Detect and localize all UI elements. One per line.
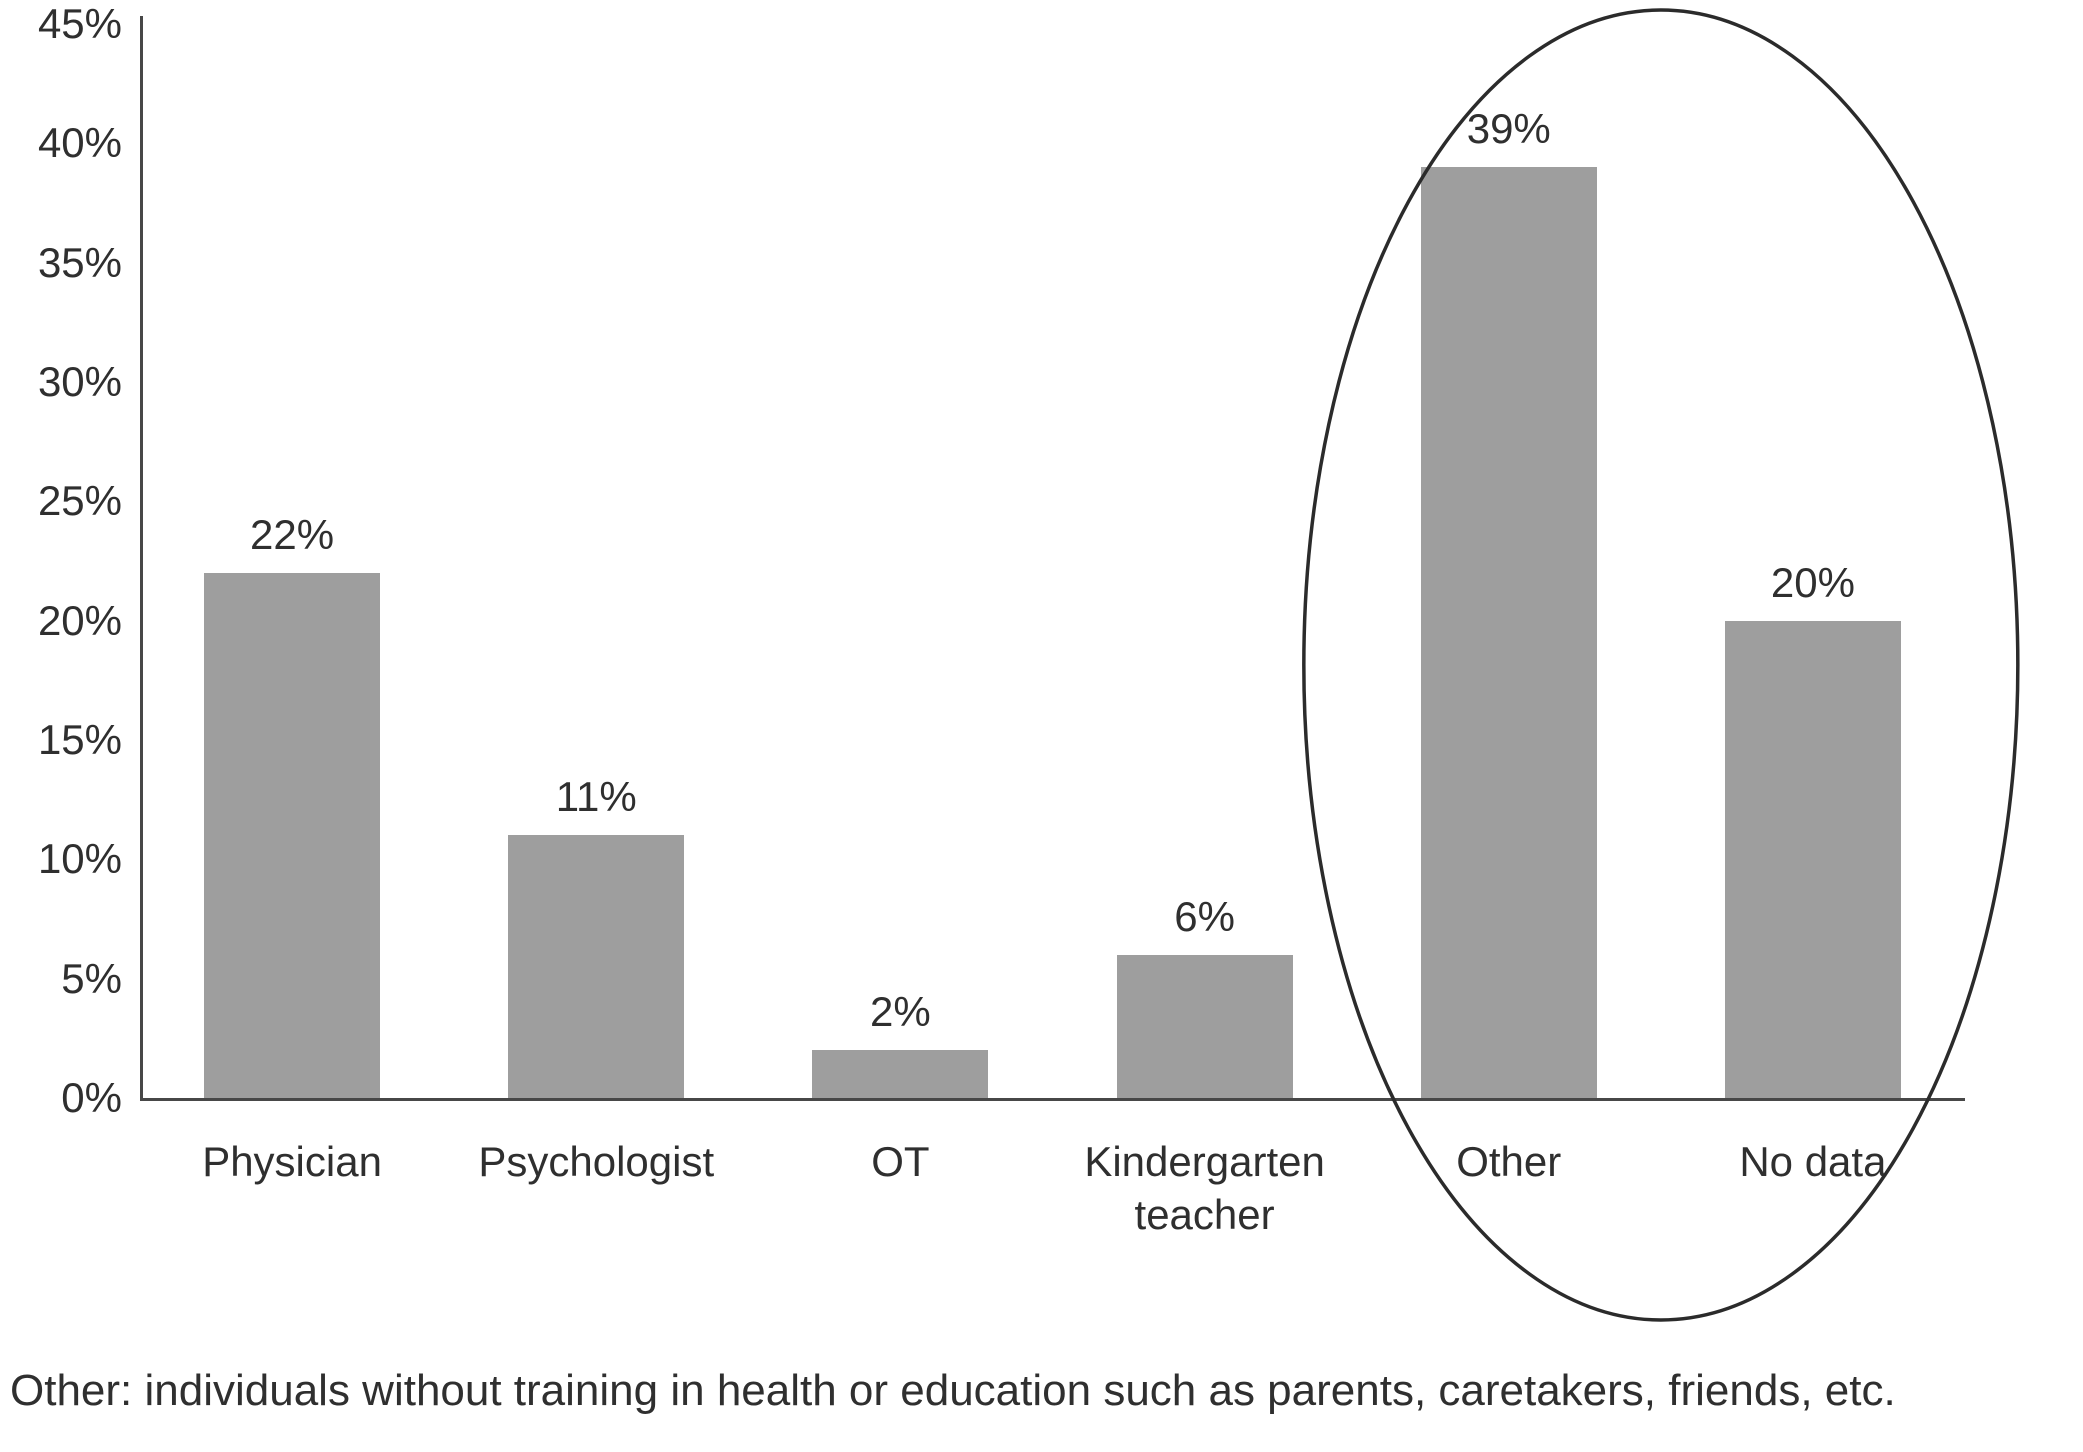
x-axis <box>140 1098 1965 1101</box>
y-axis-tick-label: 10% <box>37 835 122 883</box>
x-axis-label: Psychologist <box>478 1138 715 1185</box>
x-axis-label: Kindergarten teacher <box>1084 1138 1325 1238</box>
y-axis-tick-label: 25% <box>37 477 122 525</box>
bar <box>204 572 381 1098</box>
y-axis-tick-label: 45% <box>37 0 122 47</box>
y-axis-tick-label: 20% <box>37 596 122 644</box>
footnote: Other: individuals without training in h… <box>10 1366 1896 1415</box>
x-axis-label: Other <box>1456 1138 1562 1185</box>
y-axis-tick-label: 40% <box>37 119 122 167</box>
bar-value-label: 39% <box>1466 105 1551 153</box>
bar-value-label: 20% <box>1770 558 1855 606</box>
y-axis-tick-label: 15% <box>37 716 122 763</box>
bar <box>1420 167 1597 1098</box>
y-axis-tick-label: 30% <box>37 358 122 405</box>
bar <box>508 835 685 1098</box>
bar-value-label: 22% <box>250 510 335 558</box>
bar <box>812 1050 989 1098</box>
bar-value-label: 11% <box>555 773 637 821</box>
y-axis-tick-label: 0% <box>61 1074 122 1121</box>
bar <box>1724 620 1901 1098</box>
y-axis <box>140 16 143 1101</box>
x-axis-label: OT <box>871 1138 930 1185</box>
bar <box>1116 954 1293 1098</box>
y-axis-tick-label: 5% <box>61 954 122 1002</box>
bar-value-label: 6% <box>1174 892 1235 940</box>
x-axis-label: No data <box>1739 1138 1887 1185</box>
y-axis-tick-label: 35% <box>37 238 122 286</box>
x-axis-label: Physician <box>202 1138 382 1185</box>
bar-value-label: 2% <box>870 988 931 1036</box>
